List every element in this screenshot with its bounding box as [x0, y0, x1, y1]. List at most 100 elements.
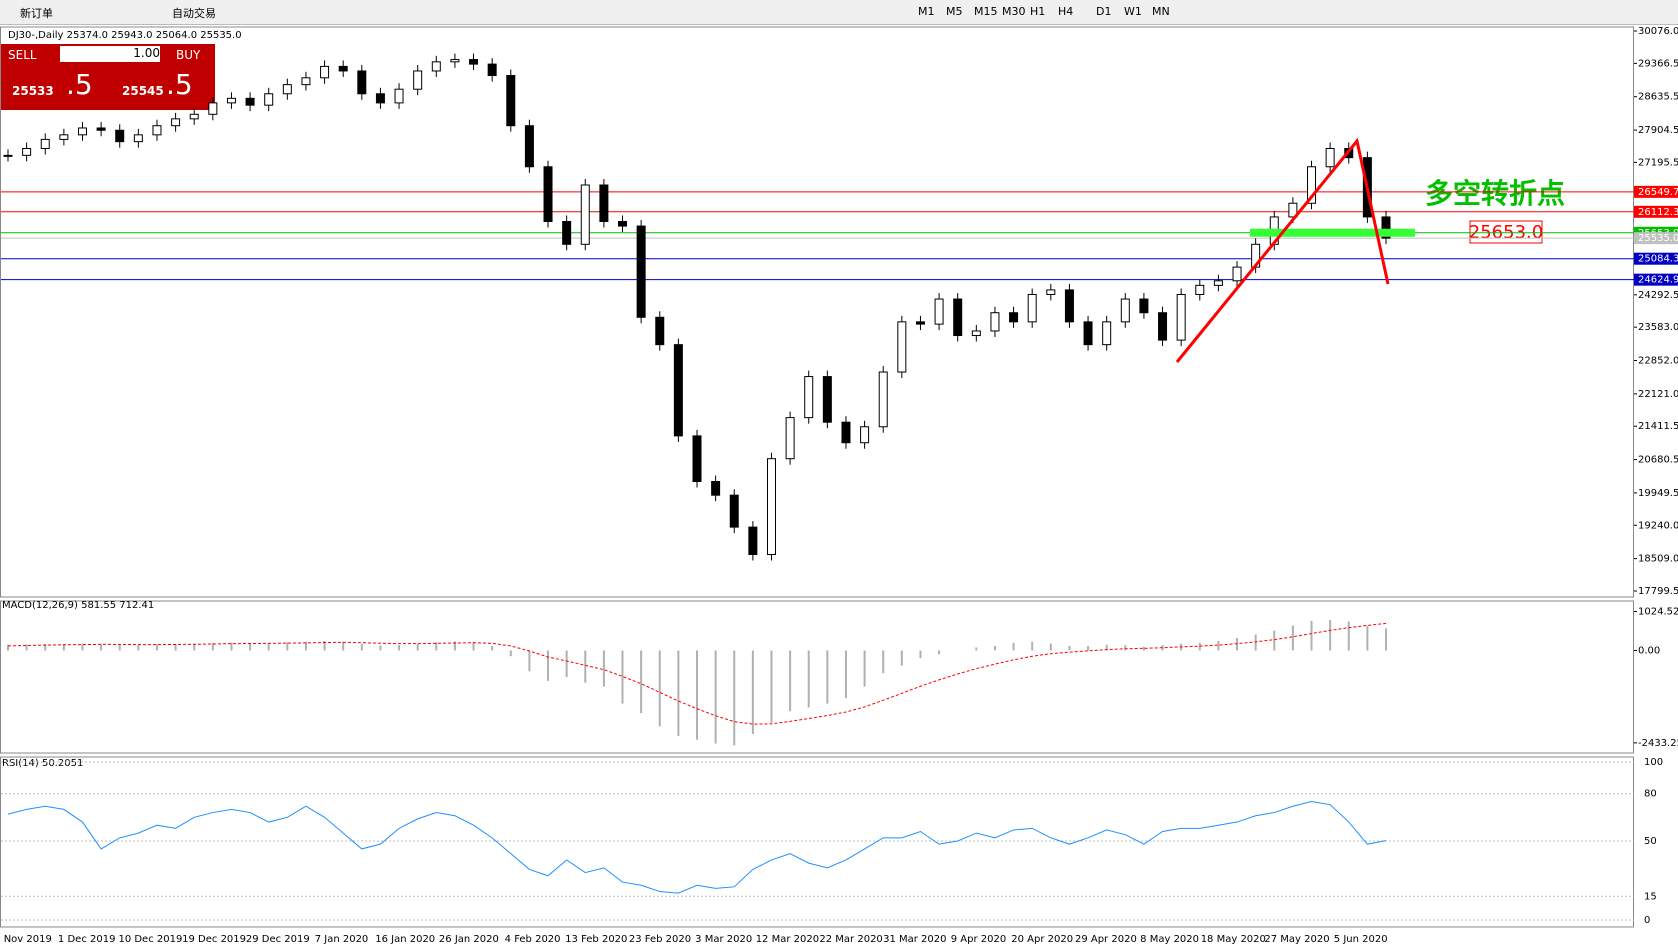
- x-tick-label: 18 May 2020: [1201, 934, 1266, 945]
- candle-body: [618, 220, 628, 227]
- x-tick-label: 26 Jan 2020: [439, 934, 499, 945]
- marker-box: [1469, 220, 1543, 244]
- candle-body: [673, 344, 683, 437]
- candle-body: [822, 376, 832, 423]
- x-tick-label: 10 Dec 2019: [118, 934, 182, 945]
- candle-body: [22, 148, 32, 156]
- x-tick-label: 1 Dec 2019: [58, 934, 116, 945]
- y-tick-label: 18509.0: [1638, 554, 1678, 565]
- candle-body: [1046, 289, 1056, 295]
- candle-body: [804, 376, 814, 419]
- candle-body: [96, 127, 106, 131]
- trend-arrow: [1175, 137, 1390, 363]
- candle-body: [971, 330, 981, 337]
- x-tick-label: 1 Nov 2019: [0, 934, 52, 945]
- candle-body: [1102, 321, 1112, 346]
- timeframe-button[interactable]: M15: [974, 5, 998, 18]
- lot-input[interactable]: 1.00: [60, 46, 160, 62]
- x-tick-label: 9 Apr 2020: [951, 934, 1006, 945]
- timeframe-button[interactable]: M5: [946, 5, 963, 18]
- candle-body: [487, 63, 497, 77]
- trade-panel: SELL 1.00 BUY 25533 .5 25545 .5: [0, 44, 215, 110]
- y-tick-label: 30076.0: [1638, 26, 1678, 37]
- candle-body: [245, 97, 255, 106]
- support-bar: [1250, 228, 1415, 237]
- candle-body: [711, 480, 721, 496]
- macd-header: MACD(12,26,9) 581.55 712.41: [2, 600, 154, 611]
- y-tick-label: 0.00: [1638, 645, 1660, 656]
- auto-trading-button[interactable]: 自动交易: [172, 7, 216, 20]
- candle-body: [524, 125, 534, 168]
- y-tick-label: 24292.5: [1638, 290, 1678, 301]
- timeframe-button[interactable]: H4: [1058, 5, 1074, 18]
- timeframe-button[interactable]: W1: [1124, 5, 1142, 18]
- y-tick-label: 22852.0: [1638, 356, 1678, 367]
- new-order-button[interactable]: 新订单: [20, 7, 53, 20]
- candle-body: [1064, 289, 1074, 323]
- toolbar: 新订单 自动交易 M1 M5 M15 M30 H1 H4 D1 W1 MN: [0, 0, 1678, 25]
- y-tick-label: 23583.0: [1638, 322, 1678, 333]
- x-tick-label: 19 Dec 2019: [182, 934, 246, 945]
- timeframe-button[interactable]: M30: [1002, 5, 1026, 18]
- ask-pips: .5: [166, 68, 193, 101]
- candle-body: [152, 125, 162, 136]
- ask-price: 25545: [122, 84, 164, 98]
- candle-body: [915, 321, 925, 325]
- candle-body: [1139, 298, 1149, 314]
- candle-body: [133, 134, 143, 143]
- y-tick-label: -2433.25: [1638, 738, 1678, 749]
- x-tick-label: 27 May 2020: [1264, 934, 1329, 945]
- timeframe-button[interactable]: H1: [1030, 5, 1046, 18]
- candle-body: [301, 77, 311, 86]
- buy-button[interactable]: BUY: [176, 48, 201, 62]
- candle-body: [189, 113, 199, 120]
- y-tick-label: 22121.0: [1638, 389, 1678, 400]
- candle-body: [562, 220, 572, 245]
- candle-body: [59, 134, 69, 140]
- y-tick-label: 29366.5: [1638, 58, 1678, 69]
- candle-body: [636, 225, 646, 318]
- candle-body: [394, 88, 404, 104]
- y-tick-label: 21411.5: [1638, 421, 1678, 432]
- candle-body: [1381, 216, 1391, 239]
- x-tick-label: 3 Mar 2020: [695, 934, 752, 945]
- annotation: 多空转折点: [1425, 177, 1565, 210]
- rsi-header: RSI(14) 50.2051: [2, 758, 83, 769]
- signal-line: [7, 622, 1387, 725]
- y-tick-label: 50: [1644, 836, 1657, 847]
- y-tick-label: 19949.5: [1638, 488, 1678, 499]
- candle-body: [655, 316, 665, 346]
- candle-body: [375, 93, 385, 104]
- candle-body: [748, 526, 758, 555]
- candle-body: [226, 97, 236, 104]
- candle-body: [1307, 166, 1317, 204]
- candle-body: [692, 435, 702, 482]
- timeframe-button[interactable]: MN: [1152, 5, 1170, 18]
- rsi-line: [7, 800, 1387, 894]
- y-tick-label: 27195.5: [1638, 157, 1678, 168]
- bid-price: 25533: [12, 84, 54, 98]
- level-tag: [1634, 232, 1678, 245]
- sell-button[interactable]: SELL: [8, 48, 37, 62]
- x-tick-label: 22 Mar 2020: [819, 934, 882, 945]
- y-tick-label: 27904.5: [1638, 125, 1678, 136]
- candle-body: [729, 494, 739, 528]
- timeframe-button[interactable]: D1: [1096, 5, 1112, 18]
- candle-body: [1288, 202, 1298, 218]
- candle-body: [1325, 148, 1335, 168]
- x-tick-label: 31 Mar 2020: [883, 934, 946, 945]
- x-tick-label: 7 Jan 2020: [315, 934, 369, 945]
- x-tick-label: 23 Feb 2020: [629, 934, 691, 945]
- level-tag: [1634, 185, 1678, 198]
- candle-body: [766, 458, 776, 555]
- candle-body: [543, 166, 553, 222]
- candle-body: [990, 312, 1000, 332]
- candle-body: [357, 70, 367, 95]
- timeframe-button[interactable]: M1: [918, 5, 935, 18]
- y-tick-label: 28635.5: [1638, 92, 1678, 103]
- candle-body: [1195, 284, 1205, 295]
- candle-body: [171, 118, 181, 127]
- candle-body: [320, 65, 330, 79]
- candle-body: [264, 93, 274, 106]
- x-tick-label: 16 Jan 2020: [375, 934, 435, 945]
